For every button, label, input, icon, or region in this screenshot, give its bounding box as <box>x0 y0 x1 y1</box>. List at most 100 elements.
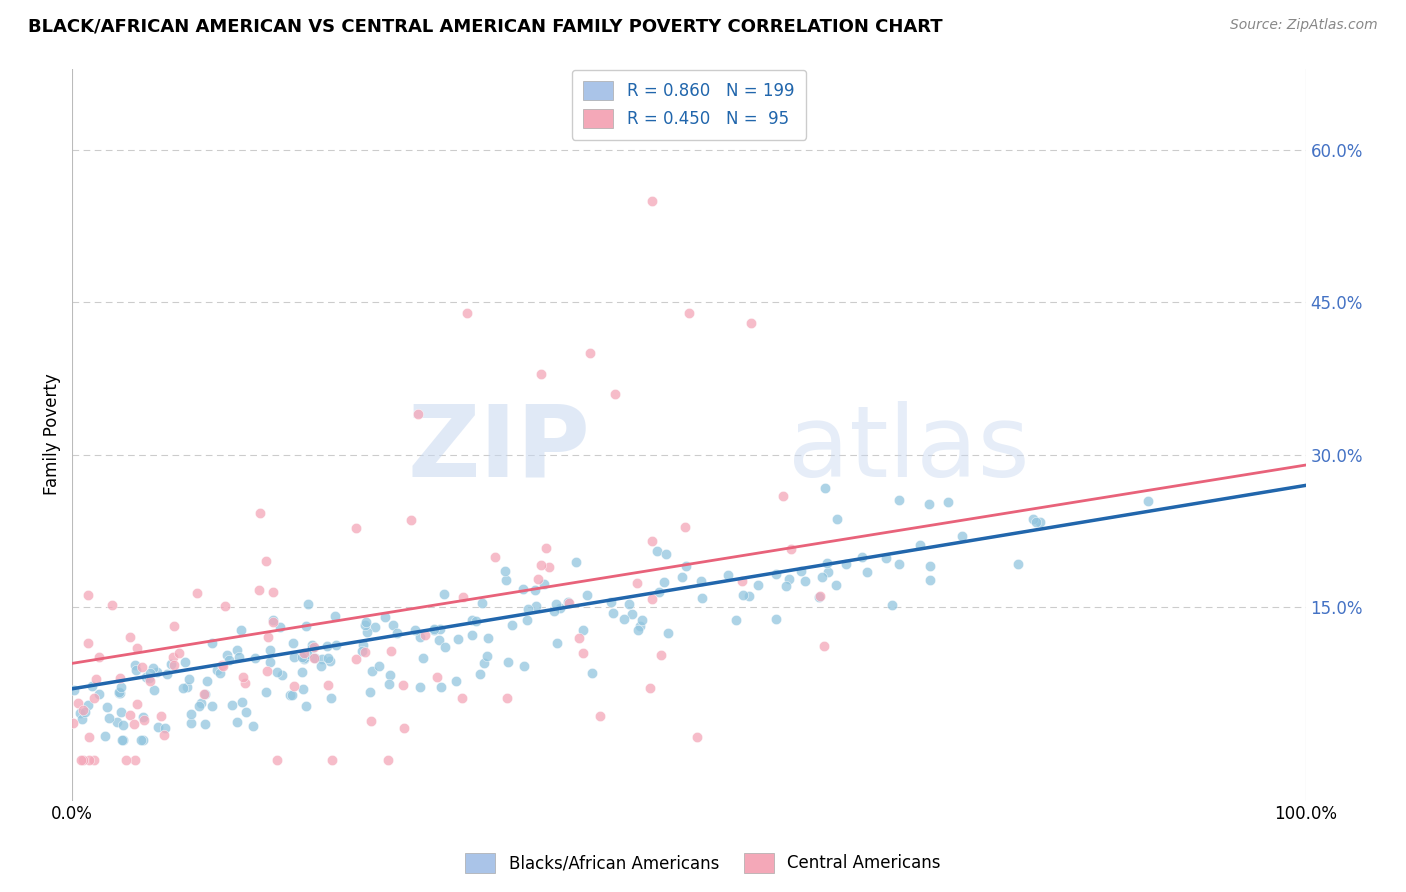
Point <box>950 529 973 543</box>
Point <box>319 654 342 668</box>
Point <box>778 572 800 586</box>
Point <box>409 680 432 694</box>
Point <box>127 698 149 712</box>
Point <box>413 628 436 642</box>
Point <box>1029 515 1052 529</box>
Point <box>217 648 239 662</box>
Point <box>221 698 243 713</box>
Text: BLACK/AFRICAN AMERICAN VS CENTRAL AMERICAN FAMILY POVERTY CORRELATION CHART: BLACK/AFRICAN AMERICAN VS CENTRAL AMERIC… <box>28 18 943 36</box>
Point <box>108 686 131 700</box>
Point <box>297 598 319 612</box>
Point <box>645 544 668 558</box>
Point <box>429 623 451 637</box>
Point <box>83 691 105 706</box>
Point <box>163 658 186 673</box>
Point <box>301 640 323 655</box>
Point <box>412 651 434 665</box>
Point <box>292 647 315 661</box>
Point <box>361 664 384 678</box>
Point <box>256 630 278 644</box>
Point <box>87 687 110 701</box>
Legend: R = 0.860   N = 199, R = 0.450   N =  95: R = 0.860 N = 199, R = 0.450 N = 95 <box>572 70 806 140</box>
Point <box>96 700 118 714</box>
Point <box>153 728 176 742</box>
Point <box>572 624 595 638</box>
Point <box>301 638 323 652</box>
Point <box>205 663 228 677</box>
Point <box>360 714 382 729</box>
Point <box>218 653 240 667</box>
Point <box>603 387 626 401</box>
Point <box>613 612 636 626</box>
Point <box>461 613 484 627</box>
Point <box>517 602 540 616</box>
Point <box>380 668 402 682</box>
Point <box>122 717 145 731</box>
Point <box>602 606 624 620</box>
Point <box>1025 515 1047 529</box>
Point <box>392 721 415 735</box>
Point <box>295 619 318 633</box>
Point <box>794 574 817 588</box>
Point <box>139 673 162 688</box>
Point <box>557 595 579 609</box>
Point <box>908 538 931 552</box>
Point <box>354 618 377 632</box>
Point <box>887 493 910 508</box>
Point <box>530 367 553 381</box>
Point <box>835 557 858 571</box>
Point <box>70 753 93 767</box>
Point <box>302 651 325 665</box>
Y-axis label: Family Poverty: Family Poverty <box>44 374 60 495</box>
Point <box>269 620 291 634</box>
Point <box>675 558 697 573</box>
Point <box>124 753 146 767</box>
Point <box>779 542 801 557</box>
Point <box>193 687 215 701</box>
Point <box>316 650 339 665</box>
Point <box>280 689 302 703</box>
Point <box>825 512 848 526</box>
Point <box>94 729 117 743</box>
Point <box>496 691 519 706</box>
Point <box>194 717 217 731</box>
Point <box>323 609 346 624</box>
Point <box>717 568 740 582</box>
Point <box>423 623 446 637</box>
Point <box>231 695 253 709</box>
Point <box>558 596 581 610</box>
Point <box>619 597 641 611</box>
Point <box>256 664 278 678</box>
Point <box>319 691 342 706</box>
Point <box>433 640 456 654</box>
Point <box>247 582 270 597</box>
Point <box>359 685 381 699</box>
Point <box>512 582 534 596</box>
Point <box>468 666 491 681</box>
Point <box>77 698 100 713</box>
Point <box>918 558 941 573</box>
Point <box>271 668 294 682</box>
Point <box>135 670 157 684</box>
Point <box>242 719 264 733</box>
Point <box>115 753 138 767</box>
Point <box>627 624 650 638</box>
Point <box>740 316 762 330</box>
Point <box>162 619 184 633</box>
Point <box>139 665 162 680</box>
Point <box>512 659 534 673</box>
Point <box>76 588 98 602</box>
Point <box>671 570 693 584</box>
Point <box>262 613 284 627</box>
Point <box>120 707 142 722</box>
Point <box>409 630 432 644</box>
Point <box>302 640 325 654</box>
Point <box>690 574 713 588</box>
Point <box>433 587 456 601</box>
Point <box>62 715 84 730</box>
Point <box>641 534 664 549</box>
Point <box>471 595 494 609</box>
Point <box>201 699 224 714</box>
Point <box>226 643 249 657</box>
Point <box>125 663 148 677</box>
